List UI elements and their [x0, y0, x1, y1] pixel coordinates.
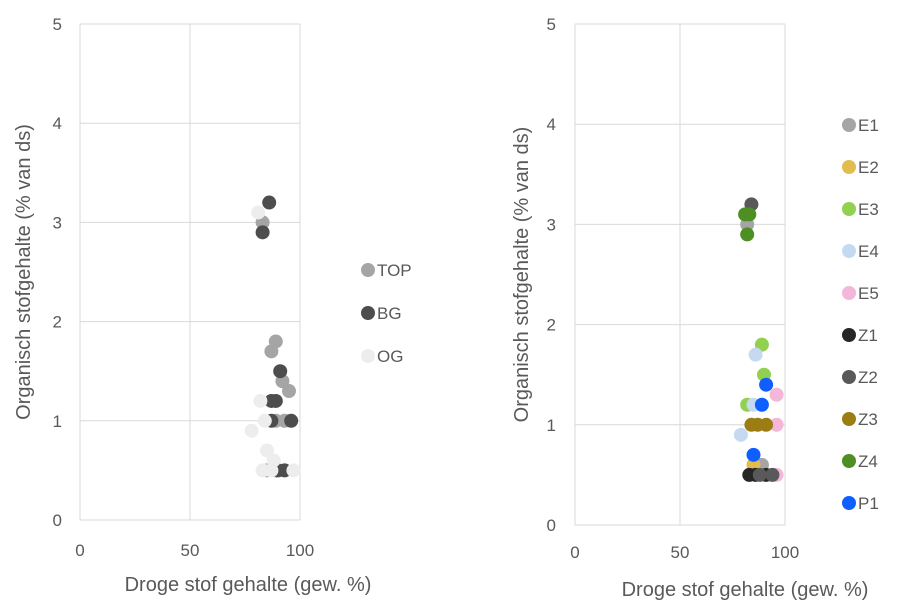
data-point-z2 — [752, 467, 767, 482]
data-point-bg — [273, 364, 288, 379]
x-tick-label: 100 — [286, 541, 314, 560]
legend-marker-e2 — [842, 160, 856, 174]
x-tick-label: 50 — [671, 543, 690, 562]
legend-label-z3: Z3 — [858, 410, 878, 429]
y-axis-title: Organisch stofgehalte (% van ds) — [511, 127, 533, 423]
legend-marker-e1 — [842, 118, 856, 132]
legend-marker-p1 — [842, 496, 856, 510]
data-point-og — [260, 443, 274, 458]
legend-label-top: TOP — [377, 261, 412, 280]
legend-label-z1: Z1 — [858, 326, 878, 345]
data-point-top — [268, 334, 283, 349]
legend-marker-top — [361, 263, 375, 277]
data-point-og — [244, 423, 259, 438]
y-tick-label: 3 — [53, 213, 62, 232]
legend-label-z2: Z2 — [858, 368, 878, 387]
data-point-z2 — [765, 467, 780, 482]
x-tick-label: 100 — [771, 543, 799, 562]
data-point-p1 — [754, 397, 769, 412]
data-point-p1 — [746, 447, 761, 462]
y-tick-label: 5 — [547, 15, 556, 34]
y-tick-label: 4 — [547, 115, 556, 134]
data-point-bg — [255, 225, 270, 240]
legend-label-e5: E5 — [858, 284, 879, 303]
data-point-bg — [262, 195, 277, 210]
data-point-z4 — [740, 227, 755, 242]
legend-label-p1: P1 — [858, 494, 879, 513]
x-tick-label: 50 — [181, 541, 200, 560]
y-tick-label: 3 — [547, 215, 556, 234]
y-tick-label: 4 — [53, 114, 62, 133]
y-tick-label: 2 — [53, 313, 62, 332]
legend-marker-z4 — [842, 454, 856, 468]
legend-marker-e5 — [842, 286, 856, 300]
data-point-z3 — [759, 417, 774, 432]
data-point-bg — [284, 413, 299, 428]
data-point-z4 — [742, 207, 757, 222]
data-point-e5 — [769, 417, 784, 432]
legend-label-bg: BG — [377, 304, 402, 323]
data-point-e4 — [748, 347, 763, 362]
legend-label-e2: E2 — [858, 158, 879, 177]
legend-label-og: OG — [377, 347, 403, 366]
y-tick-label: 0 — [53, 511, 62, 530]
legend-marker-og — [361, 349, 375, 363]
x-tick-label: 0 — [570, 543, 579, 562]
data-point-og — [257, 413, 272, 428]
legend-marker-z3 — [842, 412, 856, 426]
x-axis-title: Droge stof gehalte (gew. %) — [622, 579, 869, 601]
legend-marker-z1 — [842, 328, 856, 342]
y-tick-label: 1 — [53, 412, 62, 431]
legend-label-e3: E3 — [858, 200, 879, 219]
x-tick-label: 0 — [75, 541, 84, 560]
y-tick-label: 5 — [53, 15, 62, 34]
data-point-e3 — [754, 337, 769, 352]
x-axis-title: Droge stof gehalte (gew. %) — [125, 574, 372, 596]
data-point-og — [286, 463, 301, 478]
data-point-top — [282, 384, 296, 399]
y-axis-title: Organisch stofgehalte (% van ds) — [13, 124, 35, 420]
legend-marker-e4 — [842, 244, 856, 258]
legend-label-e4: E4 — [858, 242, 879, 261]
legend-label-e1: E1 — [858, 116, 879, 135]
data-point-e5 — [769, 387, 784, 402]
data-point-og — [251, 205, 266, 220]
legend-marker-z2 — [842, 370, 856, 384]
data-point-og — [264, 463, 279, 478]
y-tick-label: 0 — [547, 516, 556, 535]
data-point-og — [253, 393, 268, 408]
legend-label-z4: Z4 — [858, 452, 878, 471]
legend-marker-e3 — [842, 202, 856, 216]
legend-marker-bg — [361, 306, 375, 320]
data-point-e4 — [733, 427, 748, 442]
y-tick-label: 2 — [547, 316, 556, 335]
data-point-bg — [268, 393, 283, 408]
y-tick-label: 1 — [547, 416, 556, 435]
data-point-p1 — [759, 377, 774, 392]
